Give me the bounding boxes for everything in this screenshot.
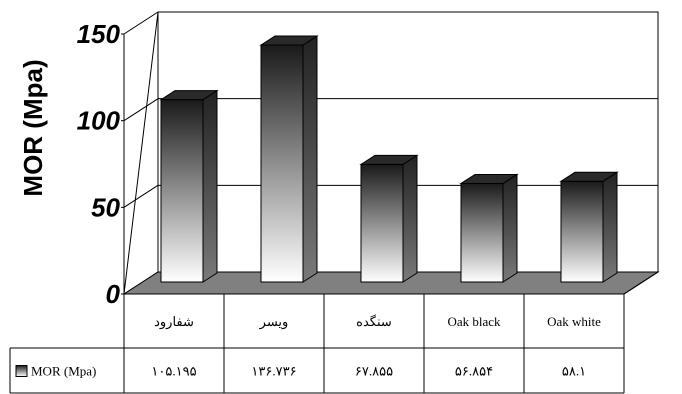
gridline-side (123, 11, 159, 35)
y-tick-label: 50 (91, 192, 120, 222)
data-label: ۵۸.۱ (562, 364, 586, 379)
category-label: شفارود (154, 314, 194, 330)
bar (159, 89, 219, 283)
y-tick-label: 100 (77, 106, 121, 136)
bar-side (302, 35, 318, 283)
bar-top (559, 171, 619, 182)
y-axis-label: MOR (Mpa) (18, 59, 48, 196)
bar-side (402, 154, 418, 283)
bar-side (602, 171, 618, 283)
data-label: ۱۰۵.۱۹۵ (151, 364, 196, 379)
data-label: ۱۳۶.۷۳۶ (251, 364, 296, 379)
bar-front (560, 180, 604, 283)
bar-top (459, 173, 519, 184)
bar-top (259, 35, 319, 46)
gridline-side (123, 98, 159, 122)
bar-front (260, 44, 304, 283)
bar-side (502, 173, 518, 283)
bar-side (202, 89, 218, 283)
gridline-side (123, 184, 159, 208)
data-table: شفارود ویسر سنگده Oak black Oak white ۱۰۵.۱۹۵… (9, 271, 659, 394)
bar-front (460, 182, 504, 283)
bar-top (359, 154, 419, 165)
category-label: ویسر (259, 314, 289, 330)
legend-entry: MOR (Mpa) (31, 364, 96, 379)
gridlines (123, 11, 658, 208)
category-label: Oak white (547, 314, 601, 329)
bar-front (360, 163, 404, 283)
side-wall (123, 11, 159, 295)
y-tick-label: 150 (77, 19, 121, 49)
bar (459, 173, 519, 283)
table-line (623, 271, 659, 295)
category-label: Oak black (447, 314, 501, 329)
y-tick-label: 0 (106, 279, 121, 309)
data-label: ۵۶.۸۵۴ (455, 364, 493, 379)
bar-top (159, 90, 219, 101)
bars (159, 35, 619, 283)
data-label: ۶۷.۸۵۵ (355, 364, 393, 379)
bar (359, 154, 419, 283)
legend-swatch (15, 365, 28, 377)
bar-front (160, 99, 204, 283)
bar (259, 35, 319, 283)
bar (559, 171, 619, 283)
category-label: سنگده (356, 314, 392, 329)
y-axis-ticks: 0 50 100 150 (77, 19, 125, 309)
